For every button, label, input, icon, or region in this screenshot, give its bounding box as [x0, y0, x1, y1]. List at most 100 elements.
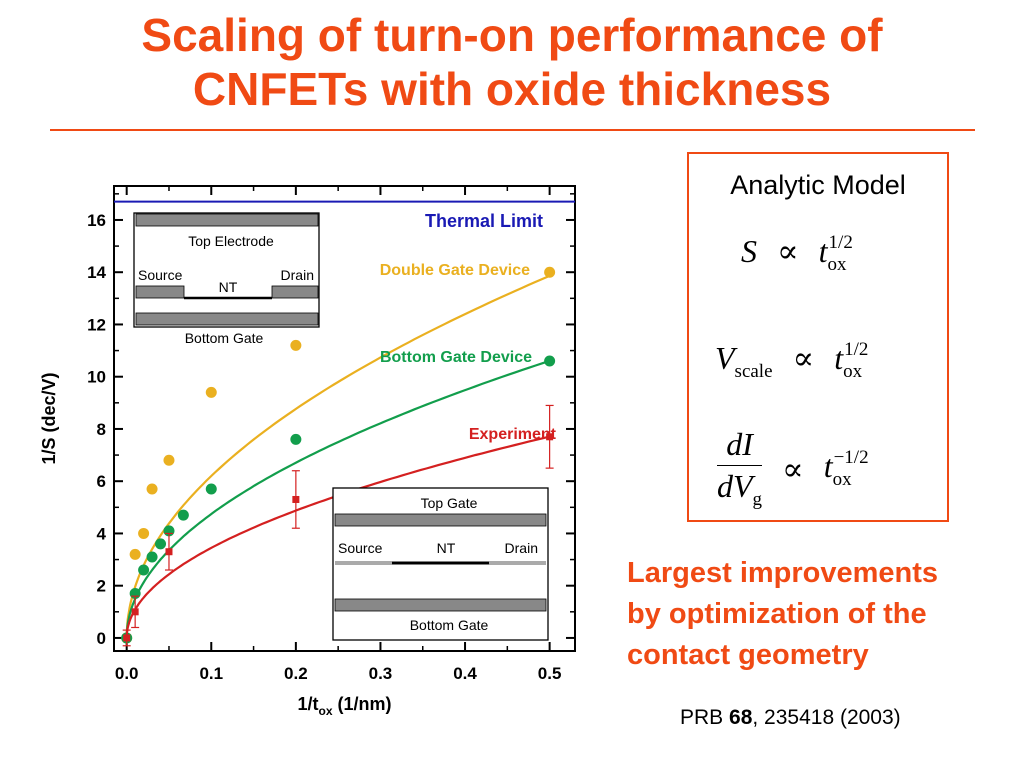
series-label: Bottom Gate Device — [380, 349, 532, 366]
fit-curve — [125, 274, 551, 638]
labels-layer: Thermal Limit Double Gate Device Bottom Ga… — [380, 211, 557, 443]
plot-frame — [113, 185, 576, 652]
inset-bottom-bottom-gate-bar — [334, 598, 547, 612]
eq1-proportional: ∝ — [777, 233, 799, 269]
eq1-base: t — [818, 233, 828, 269]
data-point — [131, 608, 139, 616]
inset-top-drain-label: Drain — [281, 267, 314, 283]
conclusion-line-2: by optimization of the — [627, 598, 927, 630]
inset-top-source-contact — [135, 285, 185, 299]
y-tick-label: 16 — [87, 211, 106, 230]
inset-top-bottom-gate-bar — [135, 312, 319, 326]
eq1-sub: ox — [827, 254, 847, 275]
data-point — [205, 386, 217, 398]
title-line-1: Scaling of turn-on performance of — [141, 9, 883, 61]
eq2-base: t — [834, 340, 844, 376]
series-double-gate-device — [121, 266, 556, 644]
data-point — [123, 634, 131, 642]
data-point — [544, 355, 556, 367]
eq3-sup: −1/2 — [833, 446, 869, 468]
y-tick-label: 12 — [87, 315, 106, 334]
citation-volume: 68 — [729, 706, 753, 729]
y-tick-label: 4 — [97, 524, 107, 543]
slide-title: Scaling of turn-on performance of CNFETs… — [0, 8, 1024, 116]
data-point — [546, 433, 554, 441]
inset-top-bottom-gate-label: Bottom Gate — [185, 330, 264, 346]
inset-top-schematic: Top Electrode Source Drain NT Bottom Gat… — [133, 212, 320, 346]
y-tick-label: 14 — [87, 263, 106, 282]
data-point — [146, 551, 158, 563]
equation-scaling-voltage: Vscale ∝ tox1/2 — [715, 339, 868, 383]
data-point — [146, 483, 158, 495]
data-point — [290, 339, 302, 351]
eq1-sup: 1/2 — [828, 232, 853, 253]
title-underline — [50, 129, 975, 131]
y-tick-label: 2 — [97, 577, 106, 596]
analytic-model-box: Analytic Model S ∝ tox1/2 Vscale ∝ tox1/… — [687, 152, 949, 522]
series-label: Double Gate Device — [380, 262, 530, 279]
x-tick-label: 0.2 — [284, 664, 308, 683]
eq2-sub: ox — [843, 361, 863, 382]
inset-top-electrode-label: Top Electrode — [188, 233, 274, 249]
eq2-sup: 1/2 — [844, 339, 869, 360]
series-bottom-gate-device — [121, 355, 556, 644]
inset-top-drain-contact — [271, 285, 319, 299]
series-layer — [114, 200, 575, 647]
eq3-sub: ox — [832, 468, 852, 490]
eq3-denominator: dV — [717, 468, 753, 504]
series-experiment — [122, 404, 554, 647]
thermal-limit-label: Thermal Limit — [425, 211, 543, 231]
series-label: Experiment — [469, 426, 557, 443]
eq2-proportional: ∝ — [792, 340, 815, 376]
data-point — [155, 538, 167, 550]
x-tick-label: 0.0 — [115, 664, 139, 683]
y-tick-label: 10 — [87, 368, 106, 387]
y-tick-label: 6 — [97, 472, 106, 491]
y-axis-label: 1/S (dec/V) — [39, 372, 59, 464]
x-tick-label: 0.3 — [369, 664, 393, 683]
fit-curve — [125, 435, 550, 638]
conclusion-text: Largest improvements by optimization of … — [627, 553, 1017, 676]
equation-subthreshold-swing: S ∝ tox1/2 — [741, 232, 853, 276]
data-point — [544, 266, 556, 278]
x-tick-label: 0.5 — [538, 664, 562, 683]
conclusion-line-1: Largest improvements — [627, 557, 939, 589]
inset-top-nt-label: NT — [219, 279, 238, 295]
x-tick-label: 0.4 — [453, 664, 477, 683]
inset-top-source-label: Source — [138, 267, 183, 283]
data-point — [292, 495, 300, 503]
inset-top-electrode-bar — [135, 213, 319, 227]
eq3-proportional: ∝ — [782, 450, 804, 487]
inset-bottom-drain-label: Drain — [505, 540, 538, 556]
citation: PRB 68, 235418 (2003) — [680, 706, 901, 730]
eq1-lhs: S — [741, 233, 757, 269]
analytic-model-title: Analytic Model — [730, 170, 906, 200]
inset-bottom-source-label: Source — [338, 540, 383, 556]
citation-rest: , 235418 (2003) — [752, 706, 901, 729]
citation-journal: PRB — [680, 706, 730, 729]
data-point — [177, 509, 189, 521]
data-point — [163, 454, 175, 466]
eq3-base: t — [823, 447, 833, 484]
data-point — [290, 433, 302, 445]
conclusion-line-3: contact geometry — [627, 639, 869, 671]
data-point — [165, 548, 173, 556]
x-axis-label: 1/tox (1/nm) — [297, 694, 391, 718]
title-line-2: CNFETs with oxide thickness — [192, 63, 832, 115]
inset-top-frame — [133, 212, 320, 328]
inset-bottom-top-gate-bar — [334, 513, 547, 527]
data-point — [138, 564, 150, 576]
data-point — [138, 527, 150, 539]
inset-bottom-schematic: Top Gate Source NT Drain Bottom Gate — [332, 487, 549, 641]
y-tick-label: 0 — [97, 629, 106, 648]
eq2-lhs-sub: scale — [734, 361, 773, 382]
eq2-lhs: V — [715, 340, 735, 376]
data-point — [129, 548, 141, 560]
data-point — [205, 483, 217, 495]
inset-bottom-bottom-gate-label: Bottom Gate — [410, 617, 489, 633]
inset-bottom-nt-label: NT — [437, 540, 456, 556]
eq3-den-sub: g — [752, 489, 763, 510]
eq3-numerator: dI — [726, 426, 753, 462]
inset-bottom-top-gate-label: Top Gate — [421, 495, 478, 511]
